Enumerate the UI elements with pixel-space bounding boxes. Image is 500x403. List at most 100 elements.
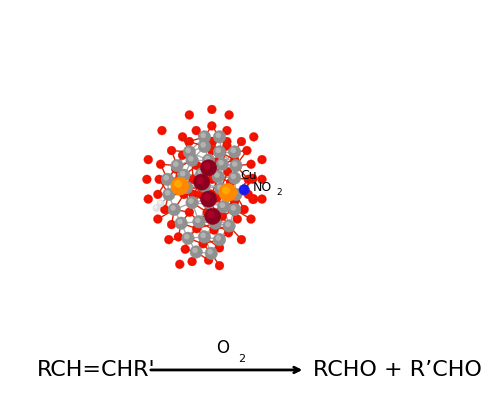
Circle shape xyxy=(180,190,188,199)
Circle shape xyxy=(144,155,152,164)
Circle shape xyxy=(214,172,220,178)
Text: O: O xyxy=(216,339,229,357)
Circle shape xyxy=(233,215,242,224)
Circle shape xyxy=(186,209,190,213)
Circle shape xyxy=(241,186,246,191)
Circle shape xyxy=(246,191,250,195)
Circle shape xyxy=(171,164,180,173)
Circle shape xyxy=(188,175,198,184)
Text: 2: 2 xyxy=(238,354,245,364)
Circle shape xyxy=(160,205,169,214)
Circle shape xyxy=(242,146,252,155)
Circle shape xyxy=(246,215,256,224)
Circle shape xyxy=(224,127,228,131)
Circle shape xyxy=(232,199,235,203)
Circle shape xyxy=(222,137,232,146)
Circle shape xyxy=(208,137,216,146)
Circle shape xyxy=(234,216,238,220)
Circle shape xyxy=(182,232,194,245)
Circle shape xyxy=(188,190,198,199)
Circle shape xyxy=(200,133,206,138)
Circle shape xyxy=(158,161,162,165)
Circle shape xyxy=(258,175,266,184)
Circle shape xyxy=(204,193,210,201)
Circle shape xyxy=(198,180,210,192)
Circle shape xyxy=(158,201,162,204)
Circle shape xyxy=(194,226,198,230)
Circle shape xyxy=(186,196,198,209)
Circle shape xyxy=(180,134,184,138)
Text: RCH=CHR': RCH=CHR' xyxy=(37,360,156,380)
Circle shape xyxy=(198,231,210,243)
Circle shape xyxy=(154,206,158,209)
Circle shape xyxy=(226,112,230,116)
Circle shape xyxy=(196,177,203,184)
Circle shape xyxy=(200,142,206,148)
Circle shape xyxy=(244,175,252,184)
Circle shape xyxy=(258,155,266,164)
Circle shape xyxy=(204,198,210,204)
Circle shape xyxy=(248,174,258,184)
Circle shape xyxy=(161,173,173,185)
Circle shape xyxy=(200,182,206,187)
Circle shape xyxy=(168,203,180,216)
Circle shape xyxy=(170,205,176,211)
Circle shape xyxy=(208,211,214,218)
Circle shape xyxy=(146,156,150,160)
Circle shape xyxy=(214,195,218,199)
Circle shape xyxy=(230,197,239,206)
Circle shape xyxy=(208,105,216,114)
Circle shape xyxy=(181,191,185,195)
Circle shape xyxy=(181,245,190,253)
Circle shape xyxy=(250,195,254,200)
Circle shape xyxy=(214,131,226,143)
Circle shape xyxy=(185,137,194,146)
Circle shape xyxy=(154,190,162,199)
Circle shape xyxy=(155,191,159,195)
Circle shape xyxy=(176,234,180,238)
Circle shape xyxy=(180,152,184,156)
Circle shape xyxy=(246,176,250,180)
Circle shape xyxy=(224,110,234,119)
Circle shape xyxy=(237,235,246,244)
Circle shape xyxy=(168,147,172,152)
Circle shape xyxy=(190,246,202,258)
Circle shape xyxy=(185,110,194,119)
Circle shape xyxy=(146,196,150,200)
Circle shape xyxy=(173,161,178,167)
Circle shape xyxy=(212,219,217,224)
Circle shape xyxy=(202,196,215,209)
Circle shape xyxy=(216,245,220,249)
Circle shape xyxy=(202,154,215,166)
Circle shape xyxy=(216,263,220,266)
Circle shape xyxy=(208,146,216,155)
Circle shape xyxy=(186,154,198,166)
Circle shape xyxy=(154,215,162,224)
Circle shape xyxy=(214,183,227,195)
Circle shape xyxy=(171,178,180,187)
Circle shape xyxy=(212,158,220,167)
Circle shape xyxy=(212,193,221,202)
Circle shape xyxy=(223,220,235,232)
Circle shape xyxy=(209,191,213,195)
Circle shape xyxy=(192,126,200,135)
Circle shape xyxy=(213,159,217,163)
Circle shape xyxy=(156,160,165,169)
Circle shape xyxy=(185,208,194,217)
Text: 2: 2 xyxy=(276,188,282,197)
Circle shape xyxy=(165,190,170,195)
Circle shape xyxy=(204,162,210,169)
Circle shape xyxy=(158,126,166,135)
Circle shape xyxy=(175,217,188,229)
Circle shape xyxy=(206,257,210,261)
Circle shape xyxy=(225,222,230,227)
Circle shape xyxy=(167,146,176,155)
Circle shape xyxy=(192,224,201,233)
Circle shape xyxy=(186,147,191,153)
Circle shape xyxy=(198,170,203,175)
Circle shape xyxy=(230,155,239,164)
Circle shape xyxy=(226,178,235,187)
Circle shape xyxy=(200,191,216,207)
Circle shape xyxy=(224,138,228,142)
Circle shape xyxy=(144,176,148,180)
